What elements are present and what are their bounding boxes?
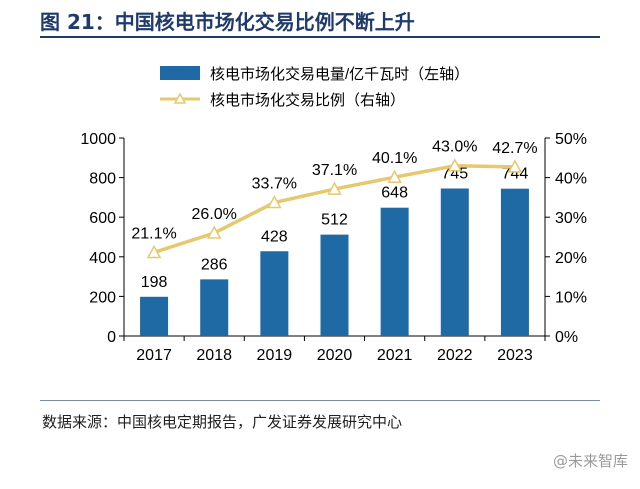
- bar: [440, 188, 469, 336]
- bar: [200, 279, 229, 336]
- left-tick-label: 0: [107, 329, 116, 346]
- right-tick-label: 0%: [555, 329, 578, 346]
- x-tick-label: 2019: [257, 347, 293, 364]
- bar-value-label: 648: [381, 185, 408, 202]
- chart-figure: 核电市场化交易电量/亿千瓦时（左轴） 核电市场化交易比例（右轴） 0 200 400 6…: [80, 65, 587, 364]
- bar: [140, 296, 169, 336]
- ratio-point: [146, 244, 162, 259]
- ratio-point: [387, 169, 402, 183]
- ratio-value-label: 37.1%: [312, 162, 357, 179]
- ratio-point: [206, 225, 222, 239]
- legend-bar-swatch: [160, 66, 200, 80]
- ratio-value-label: 42.7%: [492, 140, 537, 157]
- line-value-labels: 21.1% 26.0% 33.7% 37.1% 40.1% 43.0% 42.7%: [131, 139, 537, 243]
- x-tick-label: 2022: [437, 347, 473, 364]
- bar-value-label: 428: [261, 228, 288, 245]
- legend-line-label: 核电市场化交易比例（右轴）: [210, 91, 405, 109]
- right-tick-label: 50%: [555, 131, 587, 148]
- legend-bar-label: 核电市场化交易电量/亿千瓦时（左轴）: [210, 65, 469, 83]
- bar: [380, 207, 409, 336]
- bar-value-label: 745: [441, 165, 468, 182]
- line-series: [146, 158, 523, 259]
- title-divider: [40, 36, 600, 38]
- ratio-point: [267, 194, 282, 209]
- x-tick-label: 2018: [196, 347, 232, 364]
- footer-divider: [40, 400, 600, 401]
- legend: 核电市场化交易电量/亿千瓦时（左轴） 核电市场化交易比例（右轴）: [160, 65, 469, 109]
- bar-value-label: 286: [201, 256, 228, 273]
- bar-value-label: 198: [141, 274, 168, 291]
- bar-value-label: 744: [502, 166, 529, 183]
- bar: [260, 251, 289, 336]
- bar: [320, 234, 349, 336]
- left-axis: 0 200 400 600 800 1000: [80, 131, 125, 346]
- bar-value-labels: 198 286 428 512 648 745 744: [141, 165, 529, 290]
- left-tick-label: 400: [89, 250, 116, 267]
- ratio-point: [327, 181, 342, 195]
- x-axis: 2017 2018 2019 2020 2021 2022 2023: [123, 335, 546, 364]
- left-tick-label: 600: [89, 210, 116, 227]
- x-tick-label: 2021: [377, 347, 413, 364]
- watermark: @未来智库: [552, 452, 628, 470]
- source-note: 数据来源：中国核电定期报告，广发证券发展研究中心: [42, 413, 403, 431]
- x-tick-label: 2017: [136, 347, 172, 364]
- ratio-point: [507, 159, 523, 173]
- bar: [500, 188, 529, 336]
- ratio-value-label: 43.0%: [432, 139, 477, 156]
- ratio-point: [447, 158, 463, 172]
- right-tick-label: 10%: [555, 289, 587, 306]
- right-tick-label: 20%: [555, 250, 587, 267]
- left-tick-label: 1000: [80, 131, 116, 148]
- bar-value-label: 512: [321, 212, 348, 229]
- left-tick-label: 200: [89, 289, 116, 306]
- right-axis: 0% 10% 20% 30% 40% 50%: [544, 131, 587, 346]
- right-tick-label: 30%: [555, 210, 587, 227]
- legend-triangle-icon: [173, 92, 187, 104]
- ratio-value-label: 26.0%: [192, 206, 237, 223]
- figure-header: 图 21：中国核电市场化交易比例不断上升: [0, 0, 640, 46]
- right-tick-label: 40%: [555, 171, 587, 188]
- ratio-value-label: 40.1%: [372, 150, 417, 167]
- bar-series: [140, 188, 529, 336]
- x-tick-label: 2020: [317, 347, 353, 364]
- ratio-value-label: 33.7%: [252, 176, 297, 193]
- ratio-value-label: 21.1%: [131, 225, 176, 242]
- x-tick-label: 2023: [497, 347, 533, 364]
- figure-title: 图 21：中国核电市场化交易比例不断上升: [40, 10, 415, 34]
- left-tick-label: 800: [89, 171, 116, 188]
